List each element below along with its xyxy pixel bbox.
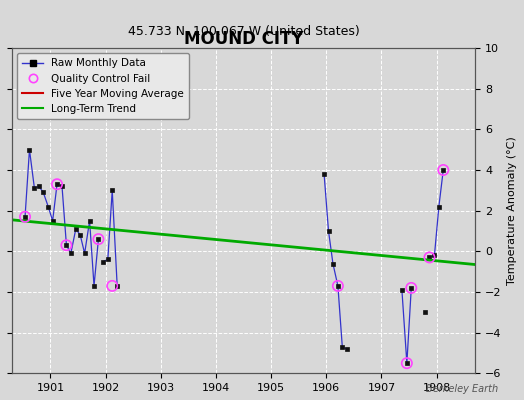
Text: 45.733 N, 100.067 W (United States): 45.733 N, 100.067 W (United States) xyxy=(128,25,359,38)
Point xyxy=(402,360,411,366)
Point xyxy=(21,214,29,220)
Point xyxy=(62,242,71,248)
Text: Berkeley Earth: Berkeley Earth xyxy=(425,384,498,394)
Point xyxy=(425,254,434,261)
Point xyxy=(334,283,342,289)
Point xyxy=(439,167,447,173)
Title: MOUND CITY: MOUND CITY xyxy=(184,30,303,48)
Point xyxy=(94,236,103,242)
Point xyxy=(407,285,416,291)
Point xyxy=(53,181,61,188)
Y-axis label: Temperature Anomaly (°C): Temperature Anomaly (°C) xyxy=(507,136,517,285)
Legend: Raw Monthly Data, Quality Control Fail, Five Year Moving Average, Long-Term Tren: Raw Monthly Data, Quality Control Fail, … xyxy=(17,53,189,119)
Point xyxy=(108,283,116,289)
